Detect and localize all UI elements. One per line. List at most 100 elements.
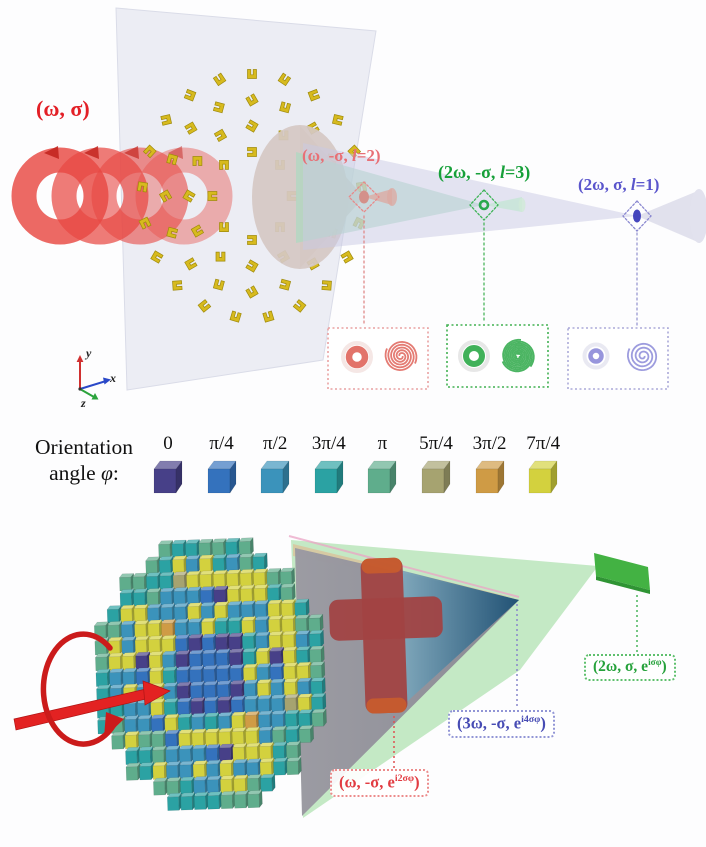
split-ring-antenna-icon: [279, 278, 292, 291]
split-ring-antenna-icon: [245, 119, 259, 133]
split-ring-antenna-icon: [229, 310, 242, 323]
rotation-arrow-icon: [44, 146, 59, 159]
label-text: ): [540, 713, 546, 733]
split-ring-antenna-icon: [213, 128, 228, 143]
legend-item: 0: [144, 432, 192, 498]
donut-halo-red: [341, 341, 373, 373]
split-ring-antenna-icon: [136, 181, 149, 193]
label-beam-shg-cross: (2ω, -σ, l=3): [438, 163, 530, 181]
split-ring-antenna-icon: [212, 278, 225, 291]
split-ring-antenna-icon: [215, 251, 226, 262]
legend-title: Orientation angle φ:: [22, 434, 146, 486]
vortex-spiral-red: [387, 340, 418, 369]
donut-halo-green: [458, 340, 490, 372]
legend-tick-label: π: [377, 433, 388, 454]
label-box-shg: (2ω, σ, eiσφ): [584, 654, 676, 681]
vortex-spiral-green: [501, 342, 533, 373]
split-ring-antenna-icon: [247, 69, 257, 79]
axis-triad: y x z: [76, 346, 116, 410]
split-ring-antenna-icon: [172, 280, 183, 291]
focus-diamond-blue: [622, 200, 652, 232]
label-italic-l: l: [352, 146, 357, 165]
split-ring-antenna-icon: [219, 222, 229, 232]
post-focus-blue: [637, 190, 700, 243]
output-beam-cones: [252, 125, 706, 269]
label-text: (ω, -σ,: [302, 146, 352, 165]
split-ring-antenna-icon: [212, 101, 225, 114]
vortex-donut-red: [345, 345, 369, 369]
label-beam-shg-co: (2ω, σ, l=1): [578, 176, 659, 193]
orientation-cube-icon: [260, 460, 290, 494]
vortex-spiral-green: [503, 340, 535, 369]
legend-item: π/4: [198, 432, 246, 498]
legend-tick-label: 5π/4: [419, 433, 453, 454]
split-ring-antenna-icon: [279, 101, 292, 114]
legend-tick-label: 3π/4: [311, 433, 346, 454]
inset-box-green: [446, 324, 549, 388]
split-ring-antenna-icon: [142, 144, 157, 159]
label-text: =3): [504, 162, 531, 182]
legend-item: 3π/4: [305, 432, 353, 498]
y-axis-label: y: [84, 346, 92, 360]
split-ring-antenna-icon: [219, 160, 229, 170]
cross-cap-top: [361, 557, 402, 574]
split-ring-antenna-icon: [182, 189, 196, 203]
glass-substrate: [115, 7, 377, 391]
split-ring-antenna-icon: [247, 147, 257, 157]
label-italic-l: l: [630, 175, 636, 194]
rotation-arrow-icon: [168, 146, 183, 159]
bottom-panel: [13, 535, 650, 818]
post-focus-green: [484, 197, 522, 212]
split-ring-antenna-icon: [247, 235, 257, 245]
label-text: =2): [356, 146, 381, 165]
split-ring-antenna-icon: [166, 153, 179, 166]
legend-tick-label: 0: [163, 433, 173, 454]
split-ring-antenna-icon: [245, 285, 259, 299]
label-superscript: i2σφ: [394, 773, 415, 784]
split-ring-antenna-icon: [321, 280, 332, 291]
split-ring-antenna-icon: [292, 299, 307, 313]
vortex-inset-panels: [327, 324, 669, 390]
vortex-spiral-red: [384, 343, 415, 372]
split-ring-antenna-icon: [331, 114, 344, 126]
orientation-cube-icon: [421, 460, 451, 494]
label-text: =1): [635, 175, 660, 194]
screen-face: [594, 553, 650, 590]
split-ring-antenna-icon: [183, 88, 197, 102]
legend-title-line2: angle φ:: [22, 460, 146, 486]
orientation-cube-icon: [475, 460, 505, 494]
shg-blue-cone: [303, 143, 637, 250]
split-ring-antenna-icon: [166, 226, 179, 239]
rotation-arrow-icon: [84, 146, 99, 159]
pump-arrow: [13, 631, 171, 747]
vortex-spiral-green: [502, 338, 532, 371]
label-text: ): [661, 658, 667, 676]
focus-green: [478, 199, 490, 211]
legend-tick-label: 7π/4: [526, 433, 561, 454]
split-ring-antenna-icon: [184, 121, 198, 135]
label-text: angle: [49, 461, 102, 485]
top-panel: y x z: [11, 7, 706, 410]
split-ring-antenna-icon: [207, 191, 218, 201]
legend-item: 5π/4: [412, 432, 460, 498]
loop-arrow-head: [104, 712, 124, 738]
pump-arrow-head: [142, 680, 171, 706]
phi-symbol: φ: [101, 461, 113, 485]
split-ring-antenna-icon: [192, 156, 203, 166]
orientation-cube-icon: [207, 460, 237, 494]
focus-diamond-red: [348, 181, 380, 213]
label-text: (3ω, -σ, e: [457, 713, 522, 733]
split-ring-antenna-icon: [197, 299, 212, 313]
label-superscript: iσφ: [648, 658, 662, 668]
orientation-cube-icon: [153, 460, 183, 494]
legend-item: 7π/4: [519, 432, 567, 498]
post-focus-blue: [690, 189, 706, 243]
vortex-spiral-blue: [626, 342, 658, 372]
label-text: (ω, -σ, e: [339, 772, 395, 792]
split-ring-antenna-icon: [150, 250, 164, 264]
legend-item: 3π/2: [466, 432, 514, 498]
orientation-legend: Orientation angle φ: 0 π/4 π/2 3π/4 π 5π/4 3π/…: [0, 428, 706, 500]
input-beam-rings: [11, 146, 233, 245]
legend-title-line1: Orientation: [35, 435, 133, 459]
vortex-donut-green: [463, 345, 485, 367]
